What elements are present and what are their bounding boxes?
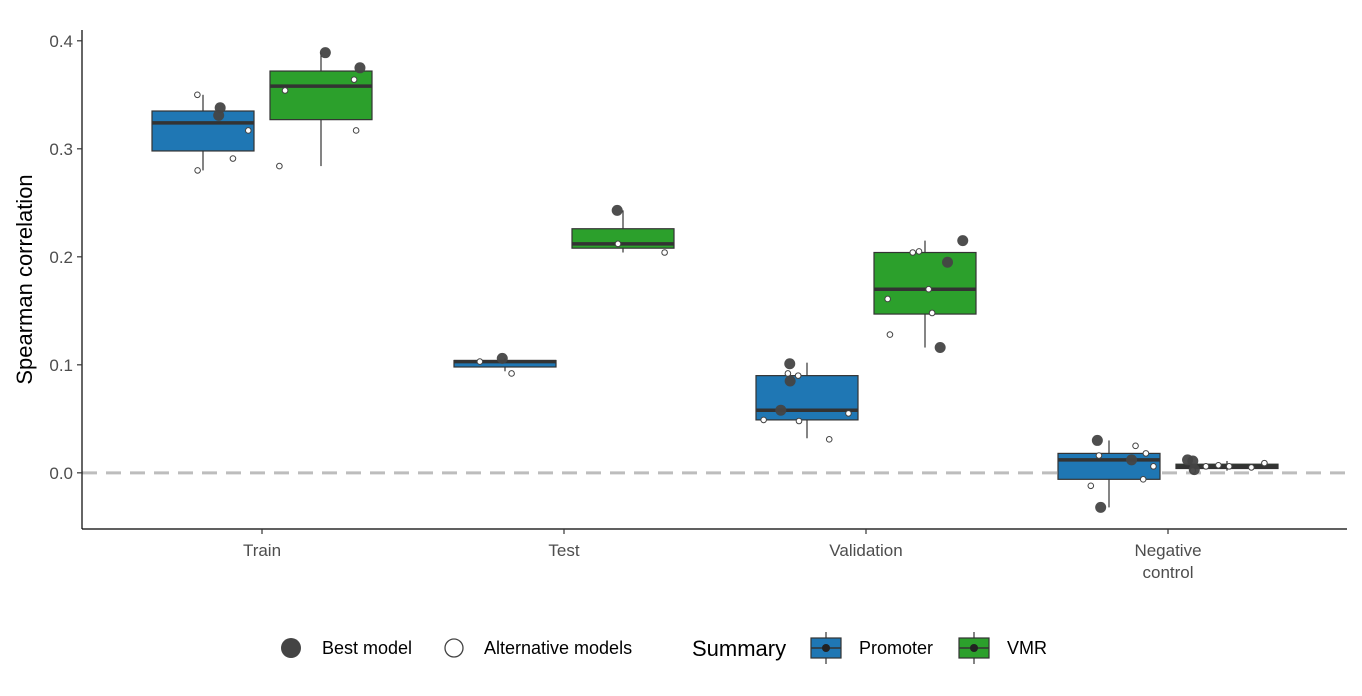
alternative-model-point	[915, 248, 923, 255]
alternative-model-point	[1215, 461, 1222, 469]
alternative-model-point	[795, 417, 803, 425]
best-model-point	[784, 375, 796, 387]
alternative-model-point	[1150, 463, 1157, 470]
alternative-model-point	[229, 155, 237, 162]
axes-group: 0.0 0.1 0.2 0.3 0.4 Train Test Validation Negati…	[12, 30, 1347, 582]
alternative-model-point	[508, 370, 515, 377]
alternative-model-point	[1095, 452, 1103, 459]
legend-vmr-label: VMR	[1007, 638, 1047, 658]
legend-vmr-key	[958, 632, 990, 664]
alternative-model-point	[614, 240, 622, 248]
box-vmr-test	[571, 210, 675, 253]
legend-promoter-key	[810, 632, 842, 664]
alternative-model-point	[925, 285, 932, 293]
alternative-model-point	[244, 127, 252, 134]
x-tick-label-train: Train	[243, 541, 281, 560]
legend-best-model-label: Best model	[322, 638, 412, 658]
alternative-model-point	[1248, 464, 1255, 471]
alternative-model-point	[884, 295, 891, 303]
box-vmr-train	[269, 52, 373, 167]
best-model-point	[213, 109, 225, 121]
best-model-point	[942, 256, 954, 268]
legend-alternative-models-label: Alternative models	[484, 638, 632, 658]
box-promoter-negative-control	[1057, 440, 1161, 508]
legend-key-dot	[970, 644, 978, 652]
best-model-point	[775, 404, 787, 416]
points-group	[194, 47, 1268, 513]
alternative-model-point	[1142, 450, 1150, 457]
alternative-model-point	[1261, 459, 1268, 467]
best-model-point	[957, 235, 969, 247]
alternative-model-point	[760, 416, 767, 424]
best-model-point	[1126, 454, 1138, 466]
alternative-model-point	[476, 358, 484, 365]
box-body	[755, 375, 859, 421]
legend-title: Summary	[692, 636, 786, 661]
best-model-point	[319, 47, 331, 59]
box-promoter-train	[151, 94, 255, 171]
best-model-point	[1182, 454, 1194, 466]
alternative-model-point	[194, 167, 201, 174]
box-vmr-validation	[873, 240, 977, 348]
box-body	[151, 110, 255, 152]
legend-best-model-key	[281, 638, 301, 658]
legend-promoter-label: Promoter	[859, 638, 933, 658]
best-model-point	[496, 352, 508, 364]
alternative-model-point	[1132, 442, 1139, 450]
best-model-point	[1188, 464, 1200, 476]
alternative-model-point	[350, 76, 358, 83]
alternative-model-point	[784, 370, 792, 377]
best-model-point	[784, 358, 796, 370]
legend-group: Best model Alternative models Summary Promo…	[281, 632, 1047, 664]
alternative-model-point	[1202, 463, 1210, 470]
y-tick-label: 0.0	[49, 464, 73, 483]
y-tick-label: 0.1	[49, 356, 73, 375]
alternative-model-point	[281, 87, 289, 94]
legend-alternative-models-key	[444, 638, 464, 658]
alternative-model-point	[352, 127, 360, 134]
best-model-point	[1095, 501, 1107, 513]
alternative-model-point	[909, 249, 917, 256]
y-tick-label: 0.4	[49, 32, 73, 51]
best-model-point	[611, 204, 623, 216]
alternative-model-point	[928, 309, 936, 317]
y-axis-title: Spearman correlation	[12, 174, 37, 384]
box-body	[873, 251, 977, 315]
alternative-model-point	[825, 436, 833, 443]
alternative-model-point	[886, 331, 894, 338]
alternative-model-point	[276, 162, 283, 170]
alternative-model-point	[845, 410, 852, 417]
alternative-model-point	[1087, 482, 1095, 490]
best-model-point	[354, 62, 366, 74]
best-model-point	[934, 342, 946, 354]
x-tick-label-negative-control: Negative control	[1134, 541, 1201, 582]
x-tick-label-test: Test	[548, 541, 579, 560]
legend-key-dot	[822, 644, 830, 652]
box-promoter-validation	[755, 362, 859, 439]
alternative-model-point	[1225, 463, 1233, 470]
best-model-point	[1091, 434, 1103, 446]
alternative-model-point	[794, 372, 802, 379]
y-tick-label: 0.3	[49, 140, 73, 159]
boxes-group	[151, 52, 1279, 508]
y-tick-label: 0.2	[49, 248, 73, 267]
x-tick-label-validation: Validation	[829, 541, 902, 560]
alternative-model-point	[194, 91, 201, 99]
box-body	[1057, 452, 1161, 480]
alternative-model-point	[661, 249, 668, 256]
alternative-model-point	[1139, 476, 1147, 483]
